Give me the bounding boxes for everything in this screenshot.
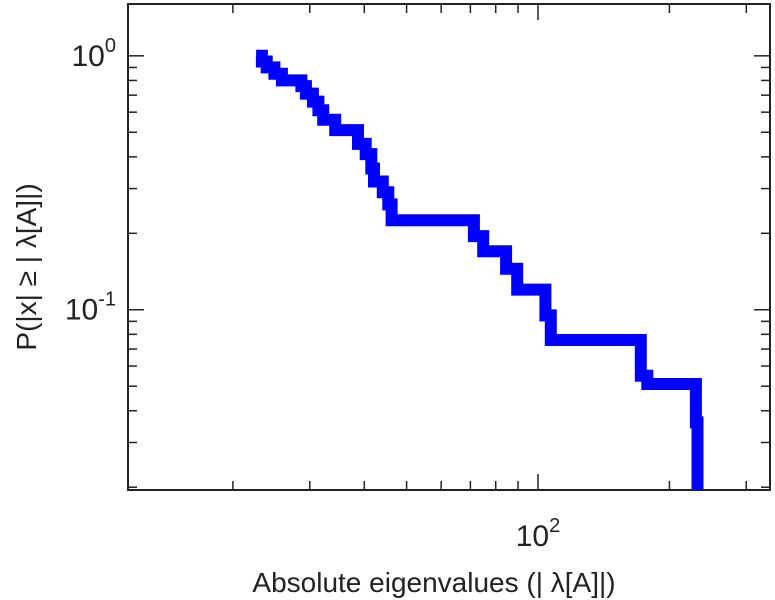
y-tick-label-0: 100 [72, 35, 117, 73]
series-line-0 [255, 49, 704, 490]
x-axis-label: Absolute eigenvalues (| λ[A]|) [252, 567, 615, 598]
x-tick-label-0: 102 [516, 515, 561, 553]
plot-frame [127, 3, 771, 491]
tick-labels: 100 10-1 102 [65, 35, 560, 553]
y-axis-label: P(|x| ≥ | λ[A]|) [11, 183, 42, 350]
series-group [255, 49, 704, 490]
y-tick-label-1: 10-1 [65, 289, 116, 327]
axis-ticks [128, 4, 770, 490]
